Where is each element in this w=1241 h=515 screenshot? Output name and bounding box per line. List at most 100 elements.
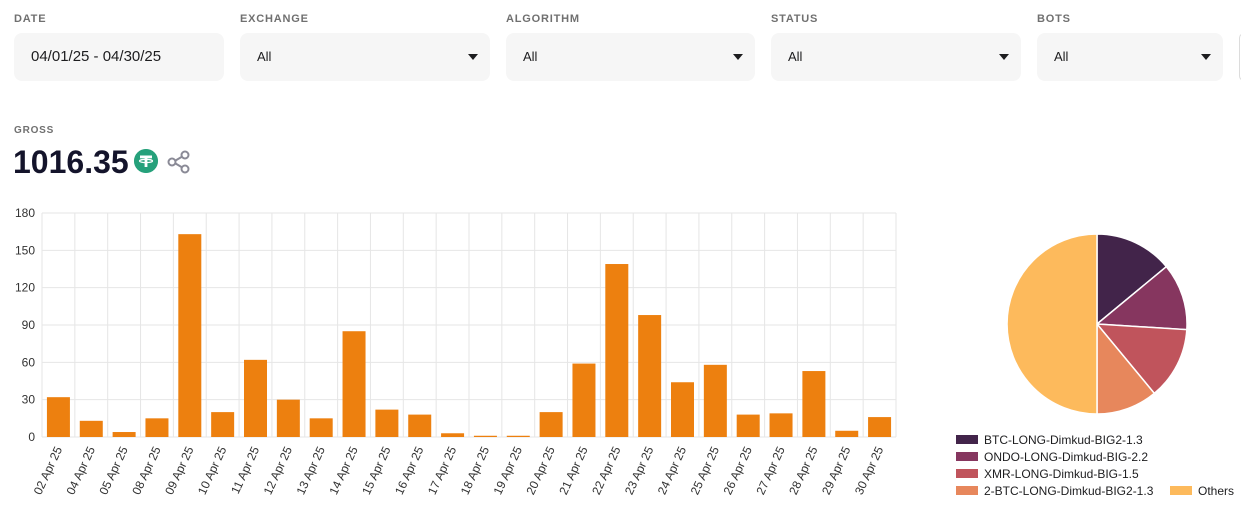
x-tick-label: 22 Apr 25 <box>589 444 624 497</box>
bots-select[interactable]: All <box>1037 33 1223 81</box>
x-tick-label: 25 Apr 25 <box>688 444 723 497</box>
chevron-down-icon <box>1201 54 1211 60</box>
bots-pie-chart <box>1006 233 1188 415</box>
legend-item[interactable]: 2-BTC-LONG-Dimkud-BIG2-1.3 <box>956 483 1153 499</box>
x-tick-label: 08 Apr 25 <box>129 444 164 497</box>
y-tick-label: 120 <box>15 281 35 295</box>
legend-item[interactable]: ONDO-LONG-Dimkud-BIG-2.2 <box>956 449 1148 465</box>
bar <box>309 418 333 437</box>
legend-swatch <box>1170 486 1192 496</box>
x-tick-label: 19 Apr 25 <box>491 444 526 497</box>
x-tick-label: 11 Apr 25 <box>228 444 262 496</box>
filter-date-label: DATE <box>14 13 47 25</box>
bar <box>46 397 70 437</box>
legend-swatch <box>956 486 978 496</box>
x-tick-label: 13 Apr 25 <box>294 444 329 497</box>
x-tick-label: 05 Apr 25 <box>96 444 131 497</box>
x-tick-label: 15 Apr 25 <box>359 444 394 497</box>
bar <box>671 382 694 437</box>
x-tick-label: 04 Apr 25 <box>64 444 99 497</box>
filter-algorithm-label: ALGORITHM <box>506 13 580 25</box>
bar <box>112 432 136 437</box>
legend-swatch <box>956 452 978 462</box>
legend-item[interactable]: XMR-LONG-Dimkud-BIG-1.5 <box>956 466 1139 482</box>
bar <box>145 418 169 437</box>
bar <box>342 331 366 437</box>
pie-slice <box>1095 265 1188 331</box>
x-tick-label: 29 Apr 25 <box>819 444 854 497</box>
bar <box>736 414 760 437</box>
filter-exchange-label: EXCHANGE <box>240 13 309 25</box>
x-tick-label: 02 Apr 25 <box>31 444 66 497</box>
pie-slice <box>1006 233 1098 415</box>
exchange-select-value: All <box>257 49 272 64</box>
y-tick-label: 90 <box>22 318 36 332</box>
legend-item[interactable]: BTC-LONG-Dimkud-BIG2-1.3 <box>956 432 1143 448</box>
x-tick-label: 20 Apr 25 <box>523 444 558 497</box>
bar <box>539 412 563 437</box>
legend-swatch <box>956 469 978 479</box>
bar <box>473 435 497 437</box>
legend-label: BTC-LONG-Dimkud-BIG2-1.3 <box>984 433 1143 447</box>
legend-swatch <box>956 435 978 445</box>
bar <box>638 315 662 437</box>
x-tick-label: 09 Apr 25 <box>162 444 197 497</box>
bar <box>375 409 399 437</box>
pie-slice <box>1095 323 1188 395</box>
share-icon[interactable] <box>166 149 192 175</box>
date-range-value: 04/01/25 - 04/30/25 <box>31 48 162 65</box>
bar <box>802 371 826 437</box>
algorithm-select-value: All <box>523 49 538 64</box>
x-tick-label: 10 Apr 25 <box>195 444 230 497</box>
status-select-value: All <box>788 49 803 64</box>
x-tick-label: 18 Apr 25 <box>458 444 493 497</box>
bar <box>506 435 530 437</box>
y-tick-label: 30 <box>22 393 36 407</box>
bar <box>835 430 859 437</box>
bar <box>441 433 465 437</box>
bots-select-value: All <box>1054 49 1069 64</box>
filter-bots-label: BOTS <box>1037 13 1071 25</box>
legend-label: Others <box>1198 484 1235 498</box>
filter-status-label: STATUS <box>771 13 819 25</box>
bar <box>769 413 793 437</box>
x-tick-label: 21 Apr 25 <box>556 444 591 497</box>
bar <box>211 412 235 437</box>
bar <box>178 234 202 437</box>
y-tick-label: 0 <box>28 430 35 444</box>
legend-item[interactable]: Others <box>1170 483 1234 499</box>
date-range-input[interactable]: 04/01/25 - 04/30/25 <box>14 33 224 81</box>
pie-slice <box>1096 233 1168 326</box>
exchange-select[interactable]: All <box>240 33 490 81</box>
x-tick-label: 26 Apr 25 <box>721 444 756 497</box>
bar <box>276 399 300 437</box>
y-tick-label: 150 <box>15 243 35 257</box>
x-tick-label: 17 Apr 25 <box>425 444 460 497</box>
algorithm-select[interactable]: All <box>506 33 755 81</box>
bar <box>79 420 103 437</box>
y-tick-label: 180 <box>15 206 35 220</box>
y-tick-label: 60 <box>22 355 36 369</box>
x-tick-label: 24 Apr 25 <box>655 444 690 497</box>
legend-label: XMR-LONG-Dimkud-BIG-1.5 <box>984 467 1139 481</box>
x-tick-label: 12 Apr 25 <box>261 444 296 497</box>
status-select[interactable]: All <box>771 33 1021 81</box>
bar <box>605 264 629 437</box>
x-tick-label: 27 Apr 25 <box>753 444 788 497</box>
legend-label: 2-BTC-LONG-Dimkud-BIG2-1.3 <box>984 484 1154 498</box>
bar <box>703 364 727 437</box>
tether-icon <box>134 149 158 173</box>
gross-value: 1016.35 <box>13 144 129 180</box>
chevron-down-icon <box>999 54 1009 60</box>
chevron-down-icon <box>468 54 478 60</box>
legend-label: ONDO-LONG-Dimkud-BIG-2.2 <box>984 450 1149 464</box>
bar <box>572 363 596 437</box>
gross-label: GROSS <box>14 125 55 136</box>
x-tick-label: 14 Apr 25 <box>326 444 361 497</box>
x-tick-label: 23 Apr 25 <box>622 444 657 497</box>
bar <box>868 417 892 437</box>
chevron-down-icon <box>733 54 743 60</box>
x-tick-label: 16 Apr 25 <box>392 444 427 497</box>
bar <box>244 359 267 437</box>
